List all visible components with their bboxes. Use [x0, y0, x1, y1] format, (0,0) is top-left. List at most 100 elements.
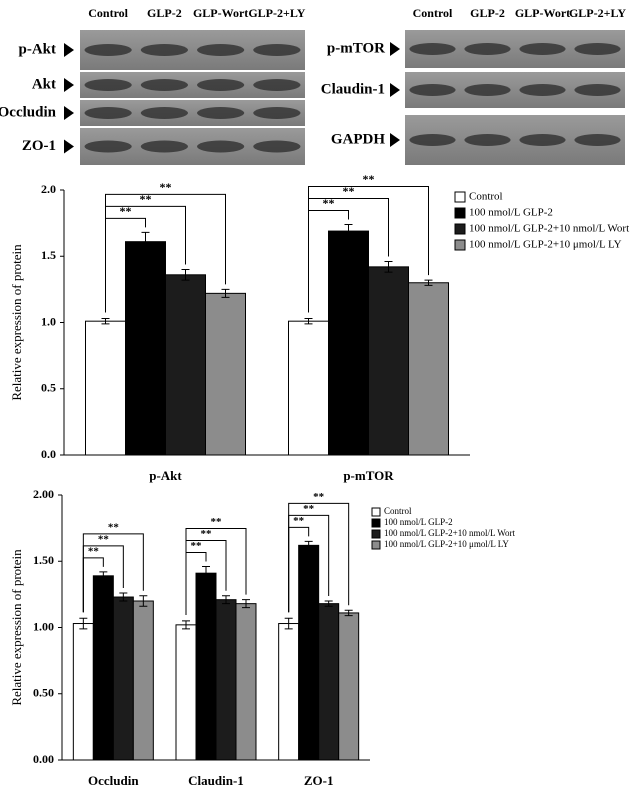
significance-label: ** [140, 192, 152, 206]
blot-band [464, 134, 511, 146]
significance-label: ** [201, 528, 213, 540]
bar [278, 623, 300, 761]
blot-band [253, 44, 301, 56]
y-tick-label: 0.50 [33, 686, 54, 700]
blot-band [519, 134, 566, 146]
error-bar [384, 261, 393, 273]
significance-label: ** [191, 540, 203, 552]
blot-column-label: Control [88, 6, 128, 20]
legend-swatch [371, 529, 381, 539]
significance-label: ** [160, 180, 172, 194]
bar [338, 612, 360, 761]
blot-column-label: GLP-2 [470, 6, 505, 20]
legend-label: 100 nmol/L GLP-2+10 nmol/L Wort [384, 528, 516, 538]
significance-label: ** [98, 533, 110, 545]
blot-band [84, 140, 132, 153]
error-bar [424, 279, 433, 286]
blot-band [574, 43, 621, 55]
error-bar [202, 566, 210, 581]
blot-band [574, 134, 621, 146]
bar [195, 572, 217, 761]
blot-arrow [64, 106, 74, 120]
blot-band [140, 140, 188, 153]
significance-bracket [82, 533, 144, 613]
significance-label: ** [323, 196, 335, 210]
error-bar [304, 540, 313, 550]
error-bar [99, 571, 108, 581]
bar [328, 230, 369, 456]
error-bar [242, 599, 250, 609]
significance-label: ** [211, 516, 223, 528]
bar [288, 320, 329, 456]
bar [318, 603, 340, 761]
blot-band [253, 107, 301, 119]
legend-label: 100 nmol/L GLP-2 [384, 517, 453, 527]
blot-band [197, 79, 245, 91]
legend-swatch [454, 191, 466, 203]
blot-band [84, 107, 132, 119]
significance-label: ** [88, 545, 100, 557]
significance-bracket [105, 193, 226, 313]
blot-row-label: Occludin [0, 104, 57, 120]
blot-arrow [390, 42, 400, 56]
bar [92, 575, 114, 761]
bar [125, 241, 166, 456]
legend-label: Control [469, 191, 503, 203]
blot-column-label: GLP-Wort [193, 6, 248, 20]
error-bar [139, 595, 148, 607]
y-tick-label: 0.0 [41, 447, 56, 461]
x-tick-label: Occludin [88, 773, 139, 788]
error-bar [284, 617, 293, 630]
blot-band [197, 107, 245, 119]
blot-band [409, 134, 456, 146]
error-bar [304, 318, 313, 325]
significance-label: ** [108, 521, 120, 533]
bar [408, 282, 449, 456]
legend-label: 100 nmol/L GLP-2+10 μmol/L LY [469, 239, 622, 251]
bar [175, 624, 197, 761]
blot-row-label: p-mTOR [327, 40, 385, 56]
blot-column-label: GLP-2+LY [569, 6, 626, 20]
bar [235, 603, 257, 761]
legend-swatch [454, 207, 466, 219]
blot-band [253, 79, 301, 91]
error-bar [344, 223, 353, 239]
significance-bracket [288, 502, 350, 613]
significance-label: ** [303, 503, 315, 515]
blot-band [574, 84, 621, 96]
blot-band [140, 107, 188, 119]
bar [368, 266, 409, 456]
legend-label: 100 nmol/L GLP-2+10 nmol/L Wort [469, 223, 629, 235]
significance-label: ** [120, 204, 132, 218]
legend-swatch [371, 507, 381, 517]
bar [215, 599, 237, 761]
y-tick-label: 2.00 [33, 487, 54, 501]
error-bar [222, 595, 230, 605]
x-tick-label: ZO-1 [304, 773, 334, 788]
blot-band [519, 84, 566, 96]
y-axis-label: Relative expression of protein [9, 549, 24, 706]
legend-swatch [371, 518, 381, 528]
legend-swatch [371, 540, 381, 550]
error-bar [182, 620, 190, 630]
blot-band [253, 140, 301, 153]
blot-arrow [390, 83, 400, 97]
blot-band [84, 79, 132, 91]
blot-band [464, 43, 511, 55]
blot-column-label: GLP-2+LY [248, 6, 305, 20]
blot-column-label: GLP-Wort [515, 6, 570, 20]
error-bar [79, 617, 88, 630]
x-tick-label: p-mTOR [343, 468, 394, 483]
blot-band [197, 44, 245, 56]
blot-band [140, 79, 188, 91]
blot-arrow [64, 139, 74, 154]
significance-label: ** [313, 491, 325, 503]
x-tick-label: p-Akt [149, 468, 182, 483]
blot-band [84, 44, 132, 56]
y-tick-label: 0.00 [33, 752, 54, 766]
y-tick-label: 1.0 [41, 314, 56, 328]
blot-row-label: p-Akt [18, 41, 56, 57]
significance-label: ** [363, 172, 375, 186]
error-bar [221, 288, 230, 298]
